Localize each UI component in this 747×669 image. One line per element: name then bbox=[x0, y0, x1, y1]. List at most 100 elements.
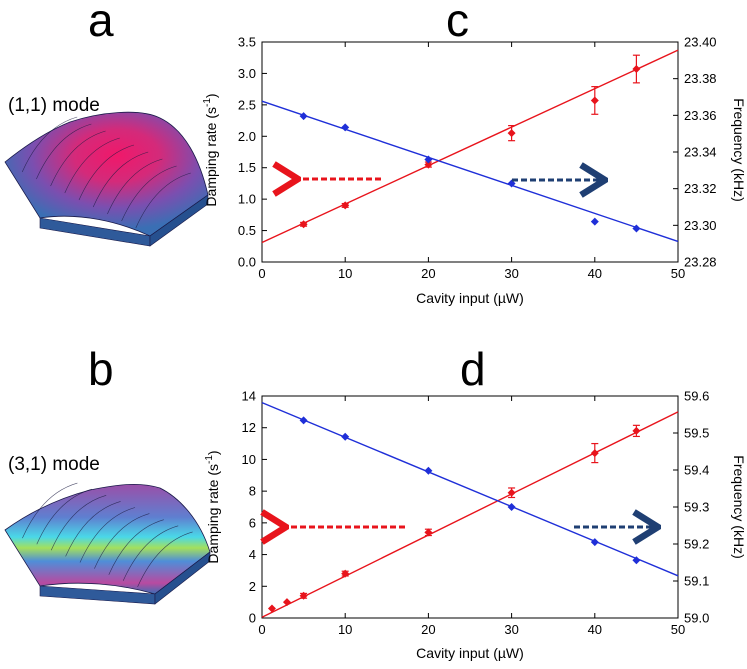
panel-letter-a: a bbox=[88, 0, 114, 46]
y-right-tick-label: 23.30 bbox=[684, 218, 717, 233]
frequency-fit-line bbox=[261, 100, 679, 243]
mode-label-31: (3,1) mode bbox=[8, 454, 100, 475]
frequency-point bbox=[507, 503, 516, 511]
mesh-line bbox=[65, 501, 121, 557]
mode-label-11: (1,1) mode bbox=[8, 95, 100, 116]
mode-31-surface bbox=[4, 482, 211, 605]
panel-letter-d: d bbox=[460, 343, 486, 395]
x-tick-label: 50 bbox=[671, 622, 685, 637]
y-left-tick-label: 12 bbox=[242, 420, 256, 435]
mesh-line bbox=[22, 482, 78, 539]
damping-point bbox=[590, 96, 599, 105]
y-left-tick-label: 0 bbox=[249, 611, 256, 626]
y-left-tick-label: 1.5 bbox=[238, 160, 256, 175]
mesh-line bbox=[50, 495, 107, 551]
damping-point bbox=[632, 426, 641, 435]
y-left-axis-title-d: Damping rate (s-1) bbox=[204, 450, 221, 563]
frequency-point bbox=[424, 155, 433, 164]
y-left-tick-label: 0.0 bbox=[238, 255, 256, 270]
mesh-line bbox=[50, 130, 106, 187]
y-right-tick-label: 59.6 bbox=[684, 389, 709, 404]
y-left-tick-label: 6 bbox=[249, 515, 256, 530]
mesh-line bbox=[108, 519, 164, 575]
y-right-axis-title-d: Frequency (kHz) bbox=[731, 455, 747, 558]
damping-point bbox=[299, 591, 308, 600]
y-left-tick-label: 1.0 bbox=[238, 192, 256, 207]
frequency-point bbox=[632, 224, 641, 233]
mesh-line bbox=[92, 151, 149, 208]
x-tick-label: 50 bbox=[671, 266, 685, 281]
damping-point bbox=[424, 160, 433, 169]
y-right-tick-label: 59.5 bbox=[684, 426, 709, 441]
plot-frame-c bbox=[261, 41, 679, 263]
damping-fit-line bbox=[261, 49, 679, 244]
y-right-tick-label: 59.0 bbox=[684, 611, 709, 626]
x-tick-label: 30 bbox=[504, 266, 518, 281]
damping-point bbox=[282, 598, 291, 607]
y-right-axis-title-c: Frequency (kHz) bbox=[731, 98, 747, 201]
x-axis-title-c: Cavity input (µW) bbox=[416, 290, 524, 306]
y-left-tick-label: 4 bbox=[249, 547, 256, 562]
chart-c: 0 10 20 30 40 50 0.0 0.5 1.0 1.5 2.0 2.5 3.0 3.5 23.… bbox=[202, 35, 747, 307]
y-right-tick-label: 23.34 bbox=[684, 145, 717, 160]
damping-point bbox=[507, 129, 516, 138]
mesh-line bbox=[79, 507, 136, 563]
damping-point bbox=[341, 201, 350, 210]
mesh-line bbox=[135, 172, 191, 229]
frequency-point bbox=[632, 556, 641, 565]
y-left-tick-label: 0.5 bbox=[238, 223, 256, 238]
y-left-tick-label: 2 bbox=[249, 579, 256, 594]
panel-letter-b: b bbox=[88, 343, 114, 395]
x-tick-label: 10 bbox=[338, 266, 352, 281]
mode-11-surface bbox=[4, 111, 209, 247]
x-tick-label: 30 bbox=[504, 622, 518, 637]
frequency-point bbox=[507, 179, 516, 188]
y-right-tick-label: 59.4 bbox=[684, 463, 709, 478]
mesh-line bbox=[36, 488, 92, 545]
y-left-tick-label: 2.5 bbox=[238, 97, 256, 112]
x-tick-label: 0 bbox=[258, 622, 265, 637]
x-tick-label: 10 bbox=[338, 622, 352, 637]
frequency-point bbox=[424, 466, 433, 475]
mesh-line bbox=[36, 123, 92, 180]
frequency-point bbox=[299, 416, 308, 425]
mesh-line bbox=[64, 137, 120, 194]
damping-point bbox=[632, 65, 641, 74]
mesh-line bbox=[107, 158, 163, 215]
x-tick-label: 40 bbox=[588, 266, 602, 281]
panel-letter-c: c bbox=[446, 0, 469, 46]
damping-point bbox=[267, 604, 276, 613]
y-left-tick-label: 10 bbox=[242, 452, 256, 467]
x-tick-label: 20 bbox=[421, 622, 435, 637]
y-right-tick-label: 23.28 bbox=[684, 255, 717, 270]
mesh-line bbox=[121, 165, 177, 222]
frequency-point bbox=[590, 217, 599, 226]
mesh-line bbox=[122, 525, 179, 581]
y-left-tick-label: 8 bbox=[249, 484, 256, 499]
x-tick-label: 20 bbox=[421, 266, 435, 281]
y-left-tick-label: 14 bbox=[242, 389, 256, 404]
frequency-point bbox=[590, 538, 599, 547]
frequency-point bbox=[299, 112, 308, 121]
y-left-tick-label: 2.0 bbox=[238, 129, 256, 144]
chart-d: 0 10 20 30 40 50 0 2 4 6 8 10 12 14 59.0 59.1 59.2 59.3… bbox=[204, 389, 747, 662]
y-right-tick-label: 59.1 bbox=[684, 574, 709, 589]
mesh-line bbox=[21, 116, 78, 173]
damping-point bbox=[507, 488, 516, 497]
frequency-fit-line bbox=[261, 402, 679, 577]
frequency-point bbox=[341, 432, 350, 441]
y-right-tick-label: 23.36 bbox=[684, 108, 717, 123]
y-left-tick-label: 3.5 bbox=[238, 35, 256, 50]
mesh-line bbox=[78, 144, 135, 201]
x-tick-label: 40 bbox=[588, 622, 602, 637]
damping-fit-line bbox=[261, 411, 679, 618]
damping-point bbox=[590, 449, 599, 458]
mesh-line bbox=[137, 531, 193, 588]
mesh-line bbox=[94, 513, 150, 569]
y-right-tick-label: 23.40 bbox=[684, 35, 717, 50]
damping-point bbox=[299, 220, 308, 229]
y-left-tick-label: 3.0 bbox=[238, 66, 256, 81]
y-right-tick-label: 59.2 bbox=[684, 537, 709, 552]
damping-point bbox=[341, 569, 350, 578]
